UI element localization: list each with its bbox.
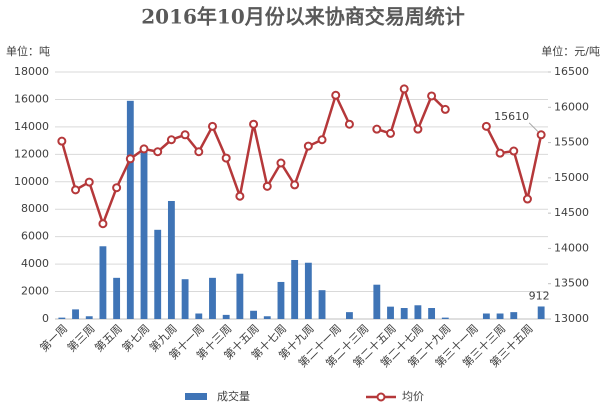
point [194, 147, 204, 157]
y-tick-label: 18000 [14, 65, 49, 78]
y2-unit: 单位：元/吨 [541, 44, 600, 58]
bar [236, 273, 244, 319]
point [481, 121, 491, 131]
y-tick-label: 6000 [21, 230, 49, 243]
point [427, 91, 437, 101]
point [84, 177, 94, 187]
bar [400, 308, 408, 319]
y-tick-label: 2000 [21, 285, 49, 298]
data-label: 912 [529, 289, 550, 302]
y2-tick-label: 14500 [554, 206, 589, 219]
bar [482, 313, 490, 319]
bar [277, 281, 285, 319]
bar [346, 312, 353, 319]
y-tick-label: 10000 [14, 175, 49, 188]
bar [428, 308, 436, 319]
point [372, 124, 382, 134]
y-tick-label: 8000 [21, 202, 49, 215]
bar [58, 317, 66, 319]
bar [167, 200, 175, 319]
x-tick-label: 第五周 [92, 321, 125, 354]
y-tick-label: 4000 [21, 257, 49, 270]
legend-swatch [185, 393, 207, 400]
point [166, 135, 176, 145]
bar [209, 277, 216, 319]
point [276, 158, 286, 168]
point [139, 144, 149, 154]
point [249, 119, 259, 129]
point [303, 141, 313, 151]
bar [373, 284, 381, 319]
point [331, 90, 341, 100]
y2-tick-label: 15500 [554, 136, 589, 149]
y2-tick-label: 16500 [554, 65, 589, 78]
point [536, 130, 546, 140]
point [112, 183, 122, 193]
bar [140, 147, 148, 319]
bar [250, 310, 257, 319]
point [413, 124, 423, 134]
y-tick-label: 0 [42, 312, 49, 325]
leader [528, 122, 539, 133]
point [153, 147, 163, 157]
bar [263, 316, 271, 319]
legend-label: 均价 [402, 390, 424, 403]
chart-title: 2016年10月份以来协商交易周统计 [141, 5, 465, 29]
y-unit: 单位：吨 [6, 44, 50, 58]
point [207, 121, 217, 131]
point [262, 181, 272, 191]
bar [537, 306, 545, 319]
point [98, 219, 108, 229]
point [399, 84, 409, 94]
bar [85, 316, 93, 319]
bar [222, 314, 230, 319]
bar [99, 246, 107, 319]
bar [510, 312, 518, 319]
legend-swatch [376, 392, 386, 402]
point [495, 148, 505, 158]
point [440, 104, 450, 114]
point [125, 154, 135, 164]
bar [154, 229, 162, 319]
x-tick-label: 第三周 [64, 321, 97, 354]
bar [387, 306, 394, 319]
x-tick-label: 第一周 [37, 321, 70, 354]
y2-tick-label: 13000 [554, 312, 589, 325]
legend-label: 成交量 [217, 389, 250, 403]
bar [195, 313, 203, 319]
point [180, 130, 190, 140]
point [522, 194, 532, 204]
data-label: 15610 [494, 110, 529, 123]
bar [113, 277, 121, 319]
bar [318, 290, 326, 319]
y-tick-label: 12000 [14, 147, 49, 160]
y-tick-label: 14000 [14, 120, 49, 133]
point [57, 136, 67, 146]
bar [441, 317, 449, 319]
point [221, 153, 231, 163]
bar [126, 100, 134, 319]
y-tick-label: 16000 [14, 92, 49, 105]
point [317, 135, 327, 145]
point [290, 180, 300, 190]
bar [291, 259, 299, 319]
point [386, 128, 396, 138]
y2-tick-label: 15000 [554, 171, 589, 184]
point [344, 119, 354, 129]
bar [414, 305, 422, 319]
y2-tick-label: 14000 [554, 241, 589, 254]
y2-tick-label: 16000 [554, 100, 589, 113]
point [235, 191, 245, 201]
x-tick-label: 第七周 [119, 321, 152, 354]
bar [304, 262, 312, 319]
bar [496, 313, 504, 319]
point [71, 185, 81, 195]
y2-tick-label: 13500 [554, 277, 589, 290]
bar [181, 279, 189, 319]
bar [72, 309, 79, 319]
point [509, 146, 519, 156]
